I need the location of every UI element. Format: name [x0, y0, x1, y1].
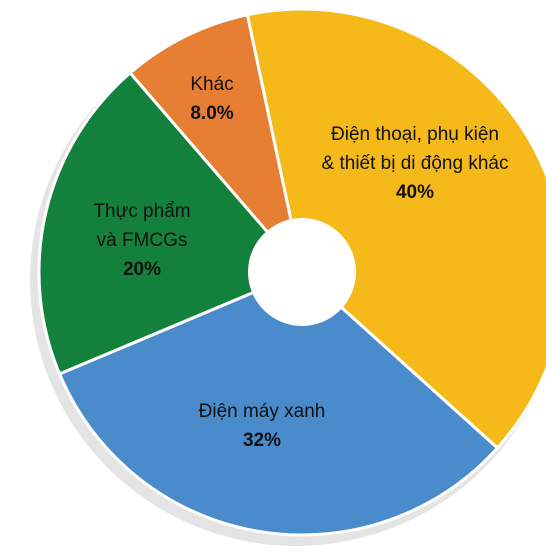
slice-label: Khác — [190, 74, 233, 95]
slice-label: Thực phẩm và FMCGs — [93, 201, 190, 251]
value-label: 40% — [396, 182, 434, 203]
label-line: Khác — [190, 74, 233, 95]
label-line: và FMCGs — [97, 230, 188, 251]
label-line: & thiết bị di động khác — [322, 153, 509, 174]
label-line: Thực phẩm — [93, 201, 190, 222]
label-line: Điện máy xanh — [199, 401, 326, 422]
slice — [128, 12, 304, 273]
slice-label: Điện thoại, phụ kiện & thiết bị di động k… — [322, 124, 509, 174]
slice-label: Điện máy xanh — [199, 401, 326, 422]
value-label: 8.0% — [190, 103, 233, 124]
slice — [37, 70, 305, 376]
value-label: 32% — [243, 430, 281, 451]
slice — [57, 270, 500, 537]
value-label: 20% — [123, 259, 161, 280]
donut-hole — [248, 218, 356, 326]
label-line: Điện thoại, phụ kiện — [331, 124, 499, 145]
